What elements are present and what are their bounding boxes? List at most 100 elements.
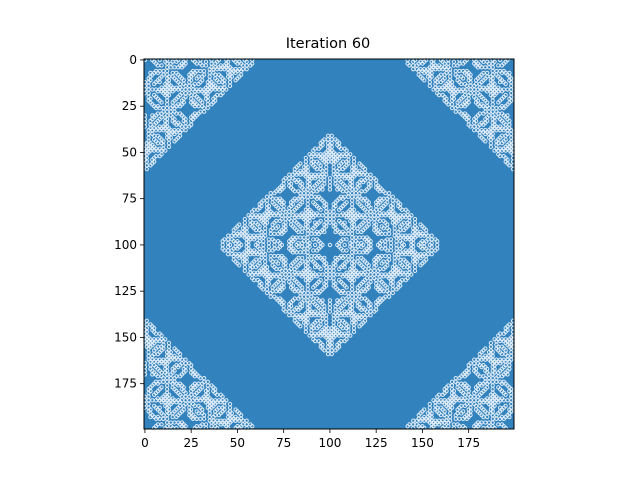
heatmap-cell <box>442 76 447 81</box>
heatmap-cell <box>200 385 205 390</box>
x-tick-label: 125 <box>365 436 388 450</box>
x-axis: 0 25 50 75 100 125 150 175 <box>141 429 480 450</box>
heatmap-cell <box>503 81 508 87</box>
y-tick-label: 175 <box>114 377 137 391</box>
heatmap-cell <box>324 172 329 177</box>
heatmap-cell <box>312 242 318 248</box>
heatmap-cell <box>159 422 164 427</box>
heatmap-cell <box>303 329 309 335</box>
heatmap-cell <box>475 387 481 392</box>
heatmap-cell <box>412 268 418 273</box>
heatmap-cell <box>281 285 286 290</box>
y-axis: 0 25 50 75 100 125 150 175 <box>114 53 144 391</box>
heatmap-cell <box>227 83 233 88</box>
heatmap-cell <box>409 213 414 218</box>
heatmap-cell <box>220 91 225 96</box>
heatmap-cell <box>242 268 247 273</box>
heatmap-cell <box>324 283 329 288</box>
heatmap-cell <box>183 128 188 133</box>
heatmap-cell <box>446 424 451 429</box>
heatmap-cell <box>318 207 323 212</box>
heatmap-cell <box>422 407 427 412</box>
heatmap-cell <box>244 425 249 431</box>
heatmap-cell <box>422 78 427 83</box>
heatmap-cell <box>366 222 371 227</box>
y-tick-label: 0 <box>129 53 137 67</box>
heatmap-cell <box>368 183 373 188</box>
heatmap-cell <box>497 57 503 63</box>
heatmap-cell <box>226 425 231 431</box>
y-tick-label: 125 <box>114 284 137 298</box>
heatmap-cell <box>283 227 288 233</box>
heatmap-cell <box>300 303 305 309</box>
axes-frame <box>143 58 515 430</box>
heatmap-cell <box>320 242 325 248</box>
heatmap-cell <box>422 425 427 431</box>
heatmap-cells <box>142 57 516 431</box>
x-tick-label: 75 <box>276 436 291 450</box>
heatmap-cell <box>183 424 188 429</box>
heatmap-cell <box>166 144 172 150</box>
heatmap-cell <box>509 409 514 414</box>
heatmap-cell <box>259 203 264 209</box>
heatmap-cell <box>386 294 392 299</box>
heatmap-cell <box>429 74 434 79</box>
heatmap-cell <box>174 425 179 431</box>
heatmap-cell <box>390 290 395 296</box>
heatmap-cell <box>509 357 514 362</box>
heatmap-cell <box>157 57 162 63</box>
heatmap-cell <box>214 425 220 431</box>
heatmap-cell <box>374 263 379 268</box>
heatmap-cell <box>414 259 420 264</box>
heatmap-cell <box>305 320 310 325</box>
heatmap-cell <box>368 279 373 285</box>
heatmap-cell <box>168 135 173 140</box>
heatmap-cell <box>329 351 334 357</box>
heatmap-cell <box>183 94 188 100</box>
heatmap-cell <box>161 346 166 351</box>
heatmap-cell <box>451 425 457 431</box>
heatmap-cell <box>344 337 349 342</box>
heatmap-cell <box>449 405 455 410</box>
heatmap-cell <box>503 425 508 431</box>
heatmap-cell <box>172 368 177 373</box>
heatmap-cell <box>238 72 244 77</box>
heatmap-cell <box>257 261 262 266</box>
heatmap-cell <box>216 57 222 63</box>
heatmap-cell <box>362 318 368 323</box>
heatmap-cell <box>181 100 186 105</box>
heatmap-cell <box>444 388 449 394</box>
heatmap-cell <box>142 372 148 377</box>
heatmap-cell <box>361 242 366 248</box>
heatmap-cell <box>237 222 242 227</box>
heatmap-cell <box>368 313 373 318</box>
heatmap-cell <box>509 98 514 103</box>
heatmap-cell <box>201 109 207 114</box>
heatmap-cell <box>203 63 209 68</box>
heatmap-cell <box>203 425 209 431</box>
y-tick-label: 50 <box>122 145 137 159</box>
heatmap-cell <box>142 124 148 129</box>
heatmap-cell <box>483 346 488 351</box>
heatmap-cell <box>250 61 255 66</box>
heatmap-cell <box>333 263 338 268</box>
heatmap-cell <box>177 133 183 138</box>
heatmap-cell <box>159 152 164 157</box>
heatmap-cell <box>318 266 323 272</box>
heatmap-cell <box>344 200 349 205</box>
heatmap-cell <box>205 105 210 111</box>
heatmap-cell <box>159 100 164 105</box>
heatmap-cell <box>407 222 412 227</box>
heatmap-cell <box>460 409 466 414</box>
heatmap-cell <box>385 263 390 268</box>
heatmap-cell <box>148 78 153 83</box>
heatmap-cell <box>435 246 440 251</box>
heatmap-cell <box>327 242 333 248</box>
heatmap-cell <box>307 244 312 249</box>
heatmap-cell <box>401 242 407 248</box>
x-tick-label: 50 <box>230 436 245 450</box>
heatmap-cell <box>189 78 194 83</box>
heatmap-cell <box>159 63 164 68</box>
heatmap-cell <box>503 92 508 98</box>
